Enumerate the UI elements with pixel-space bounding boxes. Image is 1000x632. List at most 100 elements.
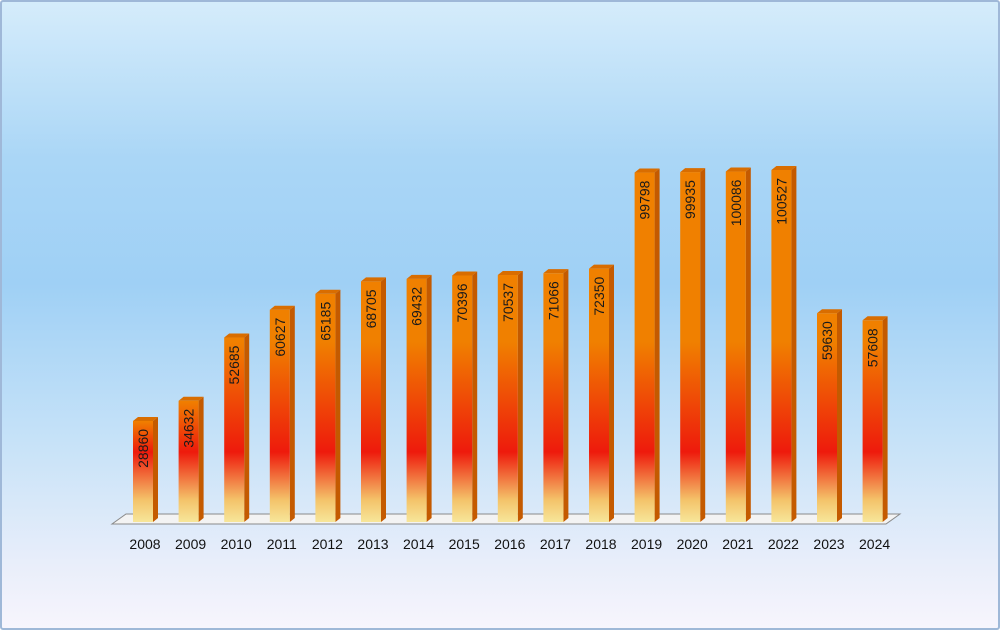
bars-group: 28860 34632 52685 60627 65185 68705 69432 70396… bbox=[133, 166, 888, 523]
x-tick-label: 2021 bbox=[722, 536, 753, 552]
bar-front bbox=[269, 309, 290, 522]
x-tick-label: 2016 bbox=[494, 536, 525, 552]
x-tick-label: 2008 bbox=[129, 536, 160, 552]
bar-side bbox=[563, 269, 569, 522]
bar-2008 bbox=[133, 416, 158, 522]
bar-side bbox=[381, 277, 386, 522]
x-tick-label: 2024 bbox=[859, 536, 890, 552]
bar-top bbox=[497, 271, 523, 276]
bar-2012 bbox=[315, 289, 341, 522]
bar-2022 bbox=[771, 166, 797, 522]
bar-top bbox=[361, 277, 386, 282]
bar-2021 bbox=[725, 167, 751, 522]
data-label: 69432 bbox=[409, 287, 425, 326]
bar-top bbox=[406, 274, 432, 279]
bar-top bbox=[634, 168, 660, 173]
bar-side bbox=[426, 274, 432, 522]
bar-side bbox=[700, 168, 706, 522]
bar-top bbox=[315, 289, 341, 294]
bar-front bbox=[862, 320, 883, 522]
bar-side bbox=[198, 396, 204, 522]
x-tick-label: 2022 bbox=[768, 536, 799, 552]
bar-front bbox=[224, 337, 245, 522]
x-tick-label: 2012 bbox=[312, 536, 343, 552]
bar-top bbox=[133, 416, 158, 421]
data-label: 99935 bbox=[682, 180, 698, 219]
data-label: 59630 bbox=[819, 321, 835, 360]
bar-top bbox=[589, 264, 614, 269]
data-label: 28860 bbox=[135, 429, 151, 468]
data-label: 34632 bbox=[181, 409, 197, 448]
bar-side bbox=[472, 271, 478, 522]
bar-side bbox=[153, 416, 158, 522]
bar-front bbox=[133, 420, 153, 522]
bar-front bbox=[589, 268, 609, 522]
bar-2011 bbox=[269, 305, 295, 522]
x-axis-ticks: 2008 2009 2010 2011 2012 2013 2014 2015 2016 2017… bbox=[129, 536, 890, 552]
x-tick-label: 2009 bbox=[175, 536, 206, 552]
bar-front bbox=[634, 172, 655, 523]
data-label: 72350 bbox=[591, 276, 607, 315]
bar-top bbox=[817, 309, 842, 314]
x-tick-label: 2010 bbox=[221, 536, 252, 552]
bar-side bbox=[335, 289, 341, 522]
data-label: 70537 bbox=[500, 283, 516, 322]
bar-side bbox=[244, 333, 250, 522]
data-label: 70396 bbox=[454, 283, 470, 322]
bar-side bbox=[837, 309, 842, 522]
bar-top bbox=[725, 167, 751, 172]
bar-front bbox=[178, 400, 199, 522]
bar-front bbox=[406, 278, 427, 522]
data-label: 65185 bbox=[317, 302, 333, 341]
bar-2018 bbox=[589, 264, 614, 522]
data-label: 68705 bbox=[363, 289, 379, 328]
bar-top bbox=[543, 269, 569, 274]
bar-top bbox=[224, 333, 250, 338]
bar-top bbox=[178, 396, 204, 401]
data-label: 57608 bbox=[865, 328, 881, 367]
data-label: 99798 bbox=[637, 180, 653, 219]
x-tick-label: 2018 bbox=[585, 536, 616, 552]
bar-2024 bbox=[862, 316, 888, 522]
bar-2010 bbox=[224, 333, 250, 522]
bar-front bbox=[725, 171, 746, 522]
bar-side bbox=[654, 168, 660, 523]
x-tick-label: 2013 bbox=[357, 536, 388, 552]
bar-2016 bbox=[497, 271, 523, 522]
x-tick-label: 2020 bbox=[677, 536, 708, 552]
bar-2015 bbox=[452, 271, 478, 522]
x-tick-label: 2014 bbox=[403, 536, 434, 552]
bar-top bbox=[269, 305, 295, 310]
bar-front bbox=[315, 293, 336, 522]
bar-top bbox=[680, 168, 706, 173]
data-label: 100086 bbox=[728, 179, 744, 226]
bar-side bbox=[882, 316, 888, 522]
data-label: 60627 bbox=[272, 318, 288, 357]
bar-top bbox=[452, 271, 478, 276]
bar-2020 bbox=[680, 168, 706, 522]
data-label: 71066 bbox=[545, 281, 561, 320]
bar-front bbox=[817, 313, 837, 522]
data-label: 52685 bbox=[226, 345, 242, 384]
bar-side bbox=[517, 271, 523, 522]
bar-front bbox=[497, 275, 518, 522]
bar-side bbox=[745, 167, 751, 522]
bar-side bbox=[289, 305, 295, 522]
bar-top bbox=[771, 166, 797, 170]
data-label: 100527 bbox=[773, 178, 789, 225]
x-tick-label: 2017 bbox=[540, 536, 571, 552]
bar-front bbox=[680, 172, 701, 522]
bar-top bbox=[862, 316, 888, 321]
bar-front bbox=[543, 273, 564, 522]
x-tick-label: 2011 bbox=[267, 536, 297, 552]
bar-front bbox=[361, 281, 381, 522]
bar-side bbox=[609, 264, 614, 522]
bar-2014 bbox=[406, 274, 432, 522]
bar-2017 bbox=[543, 269, 569, 522]
x-tick-label: 2019 bbox=[631, 536, 662, 552]
bar-2019 bbox=[634, 168, 660, 523]
bar-2013 bbox=[361, 277, 386, 522]
bar-2009 bbox=[178, 396, 204, 522]
